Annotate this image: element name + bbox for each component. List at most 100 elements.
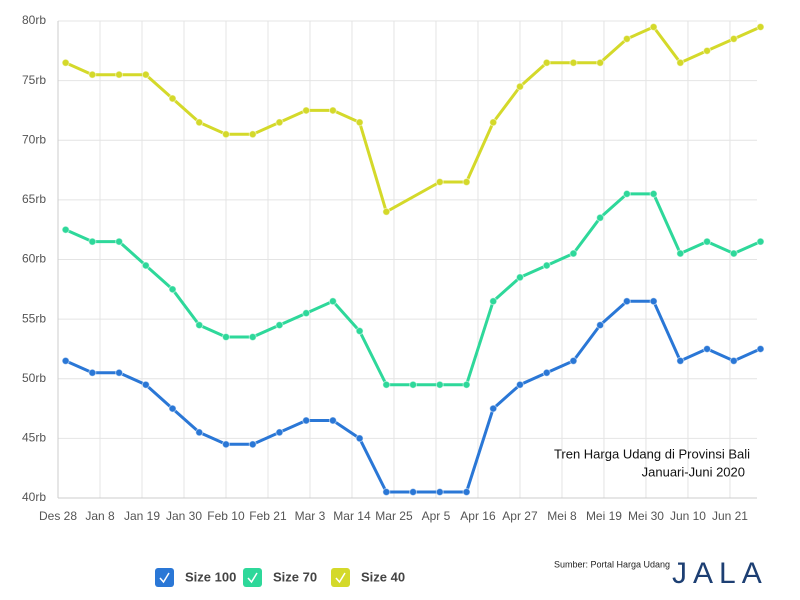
data-point [195,321,204,330]
data-point [729,34,738,43]
data-point [649,189,658,198]
x-tick-label: Jun 21 [712,509,748,523]
x-tick-label: Des 28 [39,509,77,523]
x-tick-label: Apr 5 [422,509,451,523]
data-point [61,356,70,365]
legend-checkbox[interactable] [155,568,174,587]
data-point [462,380,471,389]
data-point [409,488,418,497]
data-point [248,333,257,342]
x-tick-label: Jan 8 [85,509,115,523]
series-line [64,299,762,494]
data-point [622,297,631,306]
data-point [462,488,471,497]
data-point [248,440,257,449]
data-point [596,58,605,67]
data-point [115,368,124,377]
data-point [676,249,685,258]
y-tick-label: 40rb [22,490,46,504]
data-point [302,309,311,318]
x-tick-label: Jan 19 [124,509,160,523]
data-point [328,106,337,115]
data-point [382,380,391,389]
data-point [703,237,712,246]
data-point [328,416,337,425]
data-point [435,380,444,389]
y-tick-label: 80rb [22,13,46,27]
data-point [515,380,524,389]
x-tick-label: Mar 14 [333,509,371,523]
data-point [195,118,204,127]
data-point [88,368,97,377]
data-point [302,416,311,425]
data-point [622,189,631,198]
data-point [141,380,150,389]
data-point [248,130,257,139]
data-point [221,333,230,342]
legend-checkbox[interactable] [331,568,350,587]
data-point [88,237,97,246]
data-point [489,297,498,306]
grid [57,20,757,499]
x-tick-label: Mei 8 [547,509,577,523]
data-point [275,118,284,127]
data-point [489,404,498,413]
x-tick-label: Mar 3 [295,509,326,523]
data-point [275,321,284,330]
data-point [649,297,658,306]
data-point [355,327,364,336]
x-tick-label: Jun 10 [670,509,706,523]
data-point [302,106,311,115]
data-point [462,177,471,186]
plot [61,22,765,497]
series-line [64,25,762,214]
data-point [569,249,578,258]
data-point [649,22,658,31]
data-point [168,404,177,413]
data-point [596,321,605,330]
data-point [168,285,177,294]
data-point [729,249,738,258]
data-point [61,58,70,67]
data-point [221,130,230,139]
annotation: Januari-Juni 2020 [642,464,745,479]
y-tick-label: 65rb [22,192,46,206]
data-point [756,22,765,31]
data-point [168,94,177,103]
data-point [756,237,765,246]
data-point [756,344,765,353]
data-point [703,344,712,353]
x-tick-label: Mei 19 [586,509,622,523]
data-point [88,70,97,79]
x-tick-label: Mar 25 [375,509,413,523]
data-point [382,488,391,497]
y-tick-label: 45rb [22,431,46,445]
data-point [115,70,124,79]
x-tick-label: Apr 27 [502,509,538,523]
data-point [729,356,738,365]
data-point [703,46,712,55]
legend-label[interactable]: Size 40 [361,569,405,584]
source: Sumber: Portal Harga Udang [554,559,670,569]
data-point [515,82,524,91]
data-point [409,380,418,389]
data-point [622,34,631,43]
y-tick-label: 70rb [22,132,46,146]
data-point [355,434,364,443]
data-point [542,58,551,67]
data-point [221,440,230,449]
legend-label[interactable]: Size 70 [273,569,317,584]
data-point [542,368,551,377]
data-point [355,118,364,127]
data-point [489,118,498,127]
data-point [676,58,685,67]
data-point [61,225,70,234]
y-tick-label: 50rb [22,371,46,385]
x-tick-label: Feb 10 [207,509,245,523]
x-tick-label: Mei 30 [628,509,664,523]
x-tick-label: Apr 16 [460,509,496,523]
legend-checkbox[interactable] [243,568,262,587]
legend-label[interactable]: Size 100 [185,569,236,584]
data-point [141,261,150,270]
